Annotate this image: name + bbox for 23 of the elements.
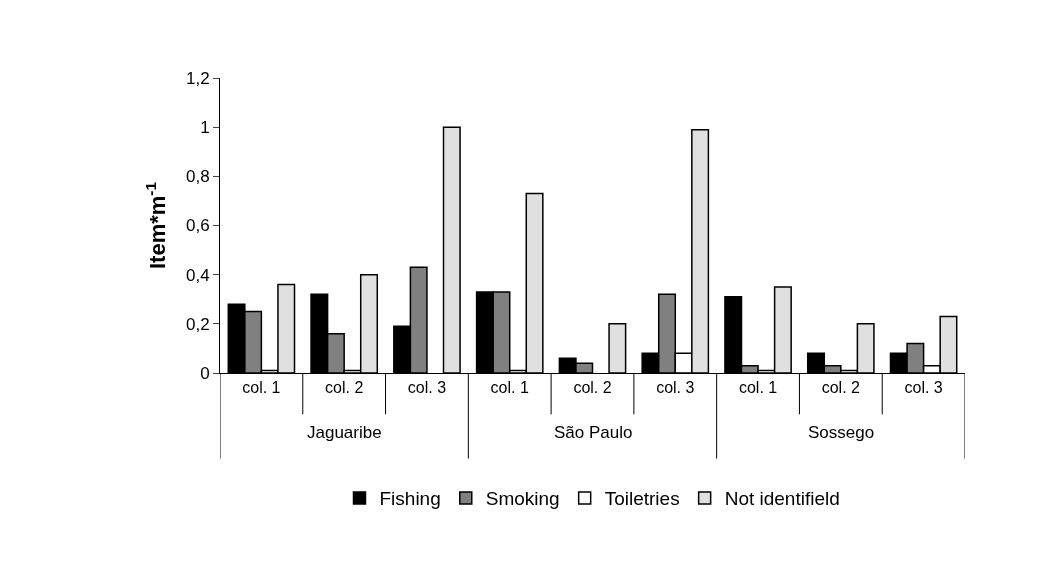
x-tick-label: col. 3 <box>407 379 447 397</box>
x-tick-label: col. 3 <box>904 379 943 397</box>
x-tick-label: col. 2 <box>821 379 861 397</box>
y-tick-label: 0,2 <box>185 314 210 334</box>
y-tick-label: 0,8 <box>185 167 210 187</box>
text: São Paulo <box>554 423 633 442</box>
y-tick-label: 1 <box>200 118 210 138</box>
legend-label: Fishing <box>379 488 441 510</box>
x-tick-label: col. 2 <box>325 379 364 397</box>
x-tick-label: col. 1 <box>490 379 529 397</box>
legend-label: Toiletries <box>604 488 680 510</box>
x-tick-label: col. 1 <box>242 379 281 397</box>
legend-label: Smoking <box>485 488 560 510</box>
y-tick-label: 1,2 <box>185 68 210 88</box>
y-tick-label: 0,6 <box>185 216 210 236</box>
text: Sossego <box>808 423 875 442</box>
y-tick-label: 0 <box>200 363 210 383</box>
y-tick-label: 0,4 <box>185 265 210 285</box>
text: Jaguaribe <box>307 423 382 442</box>
x-tick-label: col. 3 <box>656 379 695 397</box>
x-tick-label: col. 2 <box>573 379 612 397</box>
x-tick-label: col. 1 <box>738 379 778 397</box>
legend-label: Not identifield <box>724 488 840 510</box>
